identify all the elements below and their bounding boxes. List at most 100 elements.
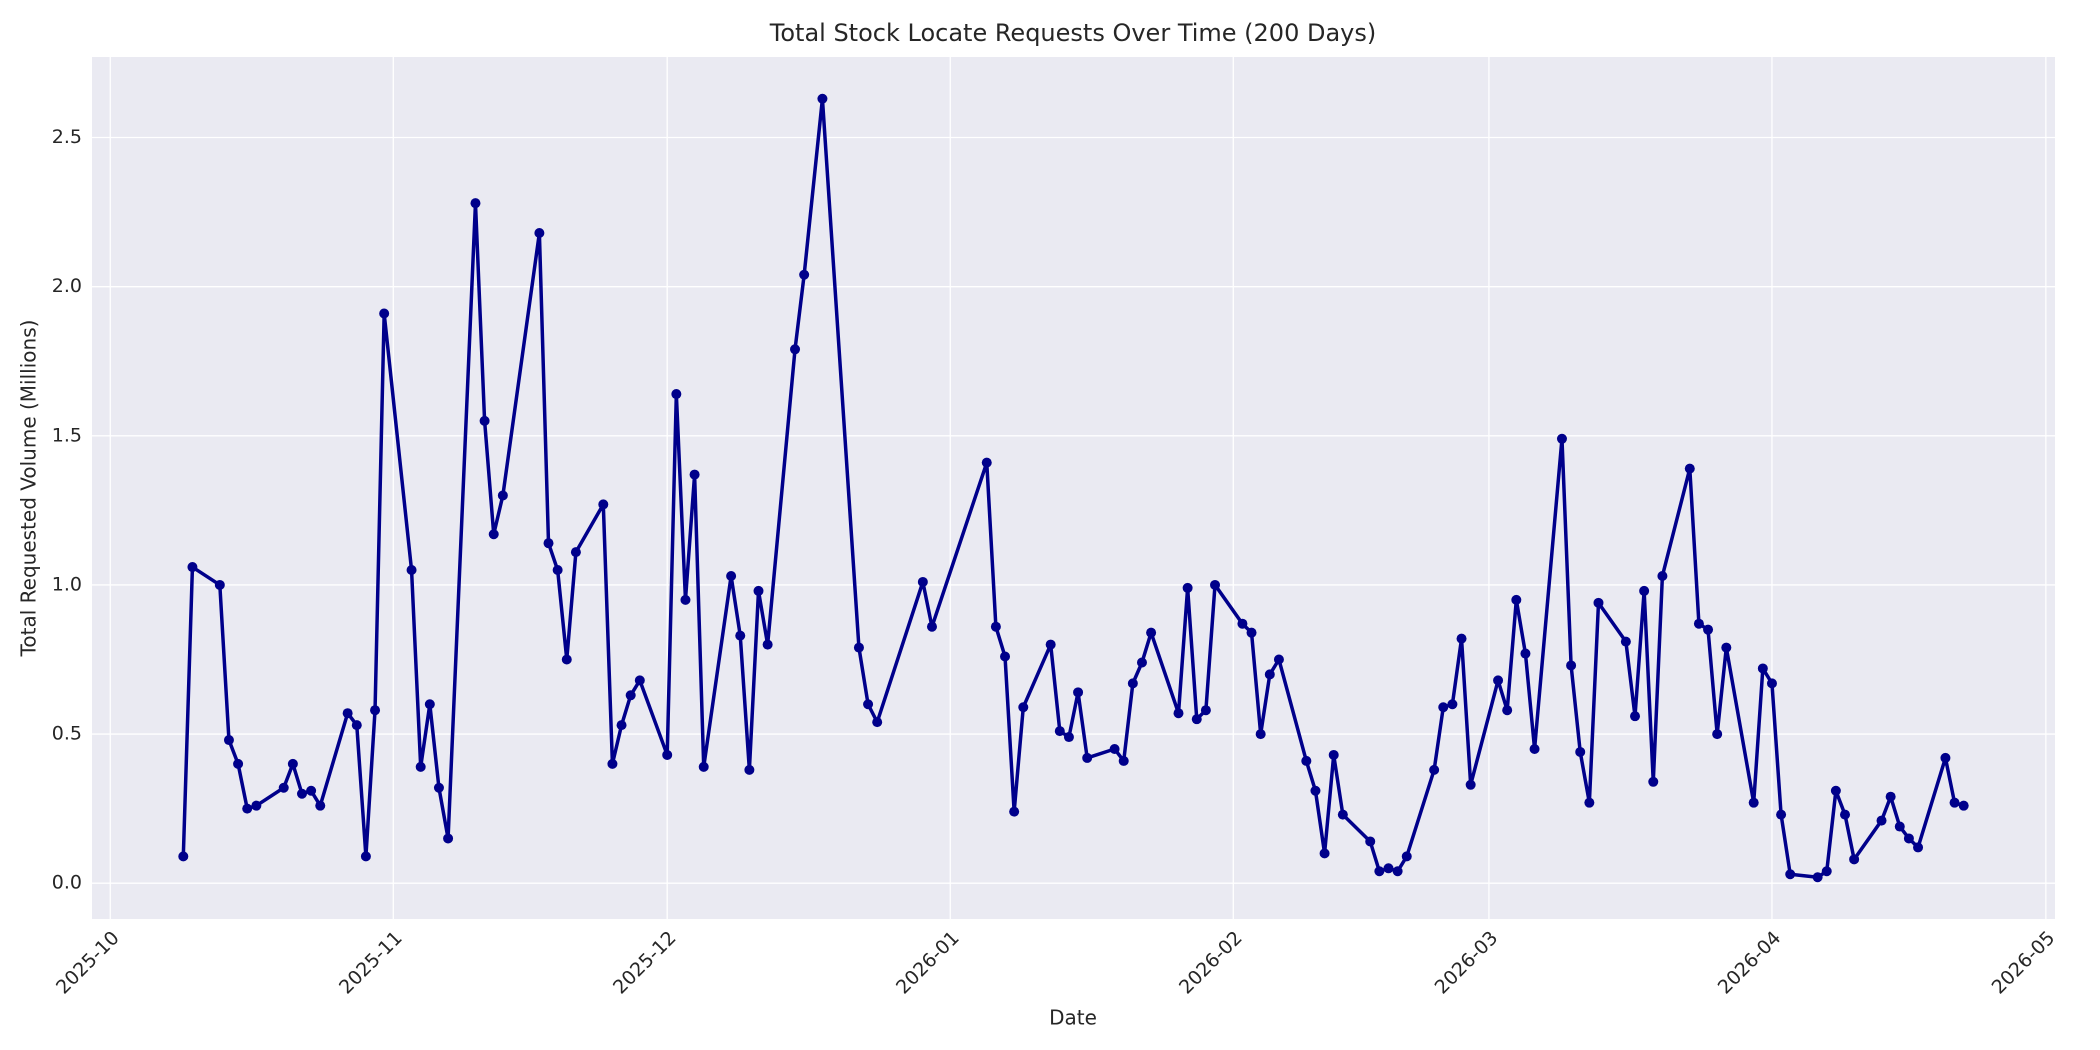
data-point [223,735,234,746]
data-point [1328,749,1339,760]
data-point [1191,714,1202,725]
x-tick-label: 2025-12 [609,927,681,999]
data-point [1018,702,1029,713]
data-point [351,720,362,731]
data-point [233,758,244,769]
data-point [1885,791,1896,802]
x-tick-label: 2025-10 [52,927,124,999]
y-tick-label: 1.5 [52,424,82,446]
data-point [1136,657,1147,668]
data-point [1511,594,1522,605]
data-point [1310,785,1321,796]
data-point [990,621,1001,632]
data-point [926,621,937,632]
data-point [1173,708,1184,719]
data-point [753,585,764,596]
y-tick-label: 1.0 [52,573,82,595]
data-point [662,749,673,760]
data-point [799,269,810,280]
data-point [1118,755,1129,766]
data-point [607,758,618,769]
plot-area [92,57,2055,919]
data-point [1712,729,1723,740]
data-point [1438,702,1449,713]
data-point [1693,618,1704,629]
data-point [1584,797,1595,808]
data-point [1063,732,1074,743]
data-point [1146,627,1157,638]
data-point [415,761,426,772]
data-point [872,717,883,728]
data-point [1246,627,1257,638]
data-point [1812,872,1823,883]
chart-title: Total Stock Locate Requests Over Time (2… [769,19,1376,47]
data-point [1721,642,1732,653]
x-tick-label: 2026-02 [1175,927,1247,999]
data-point [1748,797,1759,808]
data-point [1319,848,1330,859]
data-point [315,800,326,811]
data-point [1894,821,1905,832]
data-point [1575,746,1586,757]
y-tick-label: 0.5 [52,723,82,745]
data-point [1273,654,1284,665]
data-point [214,579,225,590]
data-point [863,699,874,710]
data-point [1593,597,1604,608]
data-point [817,93,828,104]
x-tick-label: 2026-01 [892,927,964,999]
x-axis-title: Date [1049,1006,1097,1030]
data-point [1639,585,1650,596]
data-point [360,851,371,862]
data-point [242,803,253,814]
data-point [424,699,435,710]
data-point [1392,866,1403,877]
data-point [853,642,864,653]
data-point [1520,648,1531,659]
data-point [1840,809,1851,820]
y-tick-label: 2.5 [52,126,82,148]
x-tick-label: 2026-05 [1988,927,2060,999]
data-point [1684,463,1695,474]
data-point [1210,579,1221,590]
data-point [433,782,444,793]
data-point [1493,675,1504,686]
y-axis-title: Total Requested Volume (Millions) [17,320,41,658]
data-point [278,782,289,793]
x-tick-label: 2026-04 [1714,927,1786,999]
data-point [1903,833,1914,844]
data-point [1620,636,1631,647]
data-point [1365,836,1376,847]
data-point [187,562,198,573]
data-point [1127,678,1138,689]
data-point [726,570,737,581]
data-point [470,198,481,209]
data-point [497,490,508,501]
data-point [306,785,317,796]
data-point [616,720,627,731]
data-point [342,708,353,719]
data-point [1009,806,1020,817]
data-point [178,851,189,862]
data-point [1958,800,1969,811]
data-point [1073,687,1084,698]
data-point [1830,785,1841,796]
x-tick-label: 2025-11 [335,927,407,999]
data-point [406,565,417,576]
data-point [1876,815,1887,826]
data-point [1200,705,1211,716]
data-point [1456,633,1467,644]
data-point [981,457,992,468]
data-point [1301,755,1312,766]
data-point [561,654,572,665]
data-point [570,547,581,558]
data-point [1401,851,1412,862]
data-point [1237,618,1248,629]
data-point [762,639,773,650]
data-point [1337,809,1348,820]
data-point [1465,779,1476,790]
data-point [1374,866,1385,877]
data-point [1082,752,1093,763]
data-point [625,690,636,701]
